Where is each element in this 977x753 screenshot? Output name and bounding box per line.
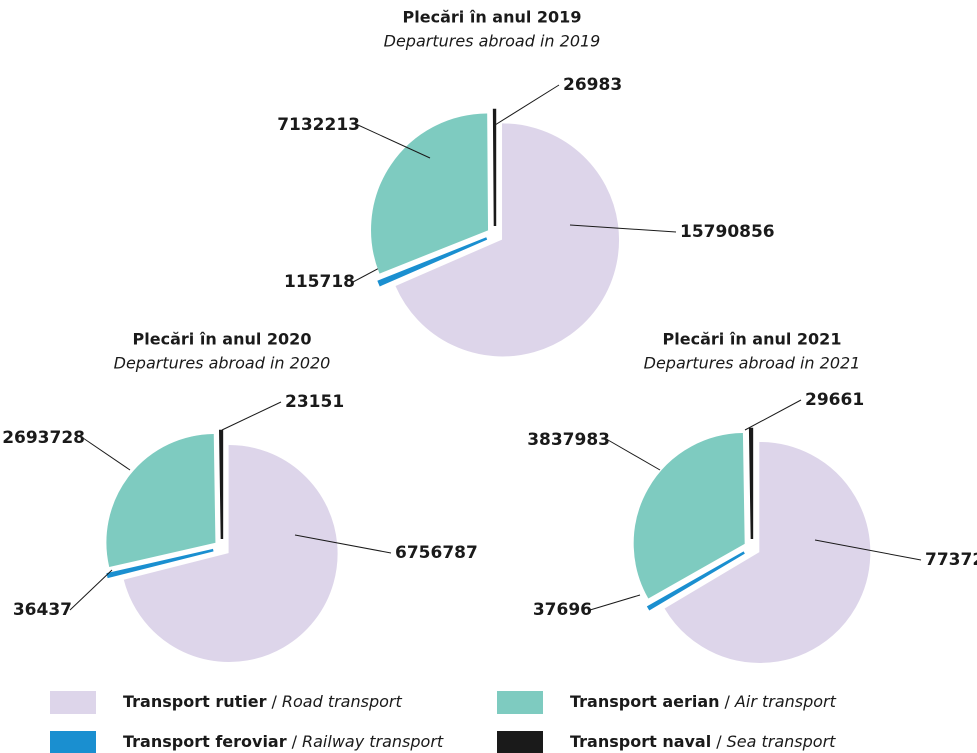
value-label: 7737298: [925, 550, 977, 570]
legend-label: Transport rutier / Road transport: [123, 692, 402, 711]
legend-separator: /: [725, 692, 731, 711]
pie-slice: [664, 441, 871, 663]
legend-label: Transport naval / Sea transport: [570, 732, 836, 751]
legend-name: Transport rutier: [123, 692, 267, 711]
legend-name: Transport aerian: [570, 692, 720, 711]
pie-slice: [106, 433, 216, 568]
legend-name: Transport naval: [570, 732, 711, 751]
pie-slice: [219, 429, 224, 540]
value-label: 3837983: [527, 430, 610, 450]
chart-subtitle: Departures abroad in 2019: [384, 32, 601, 51]
value-label: 37696: [533, 600, 592, 620]
legend-swatch: [50, 691, 96, 714]
pie-slice: [492, 108, 497, 227]
pie-slice: [123, 445, 338, 662]
leader-line: [294, 534, 392, 554]
legend-translation: Road transport: [282, 692, 403, 711]
leader-line: [69, 569, 113, 611]
value-label: 36437: [13, 600, 72, 620]
value-label: 2693728: [2, 428, 85, 448]
leader-line: [569, 224, 677, 233]
chart-title: Plecări în anul 2021: [663, 330, 842, 349]
value-label: 7132213: [277, 115, 360, 135]
pie-slice: [395, 123, 619, 357]
leader-line: [814, 539, 922, 561]
legend-swatch: [50, 731, 96, 753]
legend-swatch: [497, 691, 543, 714]
value-label: 29661: [805, 390, 864, 410]
leader-line: [607, 439, 661, 471]
pie-slice: [633, 433, 745, 599]
legend-label: Transport aerian / Air transport: [570, 692, 837, 711]
legend-label: Transport feroviar / Railway transport: [123, 732, 444, 751]
leader-line: [82, 437, 131, 471]
legend-swatch: [497, 731, 543, 753]
legend-separator: /: [292, 732, 298, 751]
legend-translation: Railway transport: [302, 732, 444, 751]
pie-slice: [646, 551, 745, 611]
leader-line: [221, 401, 282, 431]
pie-slice: [748, 427, 754, 540]
value-label: 23151: [285, 392, 344, 412]
value-label: 15790856: [680, 222, 775, 242]
chart-title: Plecări în anul 2020: [133, 330, 312, 349]
value-label: 26983: [563, 75, 622, 95]
legend-translation: Sea transport: [727, 732, 837, 751]
value-label: 6756787: [395, 543, 478, 563]
legend-translation: Air transport: [734, 692, 837, 711]
pie-slice: [371, 113, 489, 274]
chart-subtitle: Departures abroad in 2021: [644, 354, 861, 373]
leader-line: [589, 594, 641, 611]
chart-title: Plecări în anul 2019: [403, 8, 582, 27]
legend-name: Transport feroviar: [123, 732, 287, 751]
legend-separator: /: [716, 732, 722, 751]
pie-slice: [377, 237, 488, 287]
leader-line: [357, 124, 431, 159]
legend-separator: /: [271, 692, 277, 711]
leader-line: [744, 399, 802, 431]
chart-subtitle: Departures abroad in 2020: [114, 354, 331, 373]
leader-line: [494, 84, 560, 126]
value-label: 115718: [284, 272, 355, 292]
